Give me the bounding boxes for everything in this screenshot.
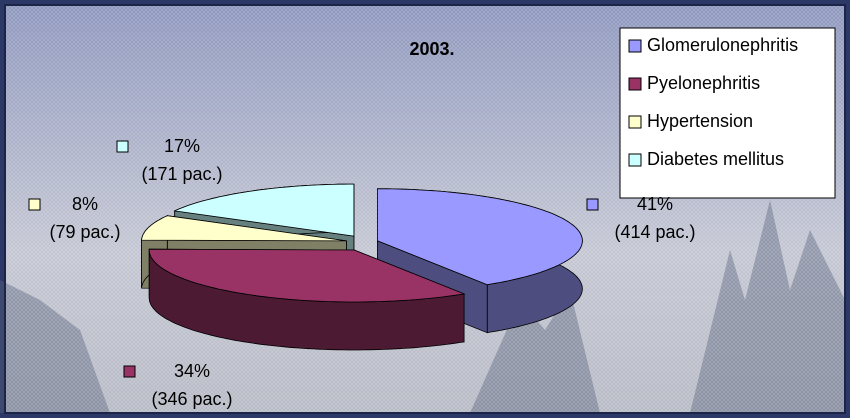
percent-label: 34% (174, 361, 210, 381)
percent-label: 8% (72, 194, 98, 214)
percent-label: 17% (164, 136, 200, 156)
value-label: (414 pac.) (614, 222, 695, 242)
legend-swatch (628, 115, 642, 129)
legend-swatch (628, 39, 642, 53)
legend-label: Glomerulonephritis (647, 35, 798, 55)
legend-swatch (628, 77, 642, 91)
label-marker (28, 198, 41, 211)
legend-label: Hypertension (647, 111, 753, 131)
legend-box (619, 27, 836, 199)
chart-title: 2003. (409, 39, 454, 59)
label-marker (586, 198, 599, 211)
slice (173, 183, 355, 237)
label-marker (123, 365, 136, 378)
value-label: (346 pac.) (151, 389, 232, 409)
value-label: (171 pac.) (141, 164, 222, 184)
legend-swatch (628, 153, 642, 167)
legend-label: Pyelonephritis (647, 73, 760, 93)
percent-label: 41% (637, 194, 673, 214)
label-marker (116, 140, 129, 153)
slice (377, 188, 583, 286)
slice (148, 248, 466, 303)
slice (141, 215, 347, 242)
legend-label: Diabetes mellitus (647, 149, 784, 169)
value-label: (79 pac.) (49, 222, 120, 242)
